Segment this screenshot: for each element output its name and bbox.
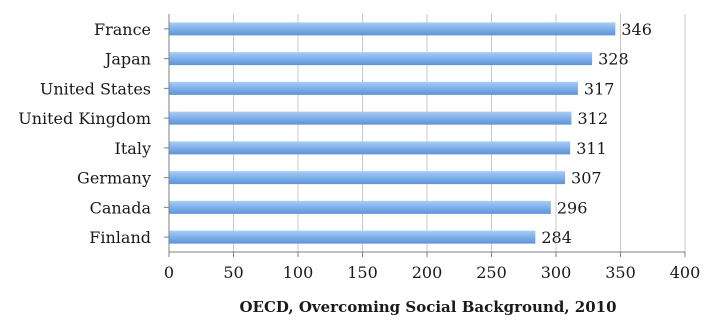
- category-label-japan: Japan: [103, 50, 151, 69]
- value-label-japan: 328: [598, 50, 629, 69]
- bar-france: [169, 22, 616, 36]
- x-tick-label-250: 250: [476, 263, 507, 282]
- bars: [169, 22, 616, 244]
- category-label-united-states: United States: [40, 79, 151, 98]
- axes: [164, 14, 686, 257]
- bar-united-states: [169, 81, 578, 95]
- x-tick-label-350: 350: [605, 263, 636, 282]
- value-label-italy: 311: [576, 139, 607, 158]
- x-tick-label-300: 300: [541, 263, 572, 282]
- category-label-italy: Italy: [115, 139, 151, 158]
- value-label-united-kingdom: 312: [577, 109, 608, 128]
- labels: 0 50 100 150 200 250 300 350 400 France 346 Japan 32…: [18, 20, 700, 282]
- value-label-canada: 296: [557, 198, 588, 217]
- value-label-france: 346: [621, 20, 652, 39]
- category-label-germany: Germany: [77, 169, 151, 188]
- category-label-united-kingdom: United Kingdom: [18, 109, 151, 128]
- bar-united-kingdom: [169, 111, 572, 125]
- value-label-germany: 307: [571, 169, 602, 188]
- category-label-france: France: [94, 20, 151, 39]
- bar-japan: [169, 52, 593, 66]
- x-tick-label-100: 100: [283, 263, 314, 282]
- x-axis-title: OECD, Overcoming Social Background, 2010: [239, 298, 616, 316]
- x-tick-label-200: 200: [412, 263, 443, 282]
- x-tick-label-50: 50: [223, 263, 243, 282]
- x-tick-label-150: 150: [347, 263, 378, 282]
- value-label-united-states: 317: [584, 79, 615, 98]
- bar-finland: [169, 230, 536, 244]
- value-label-finland: 284: [541, 228, 572, 247]
- category-label-canada: Canada: [90, 198, 152, 217]
- bar-italy: [169, 141, 571, 155]
- category-label-finland: Finland: [89, 228, 151, 247]
- bar-germany: [169, 171, 566, 185]
- bar-canada: [169, 200, 551, 214]
- x-tick-label-0: 0: [164, 263, 174, 282]
- x-tick-label-400: 400: [670, 263, 701, 282]
